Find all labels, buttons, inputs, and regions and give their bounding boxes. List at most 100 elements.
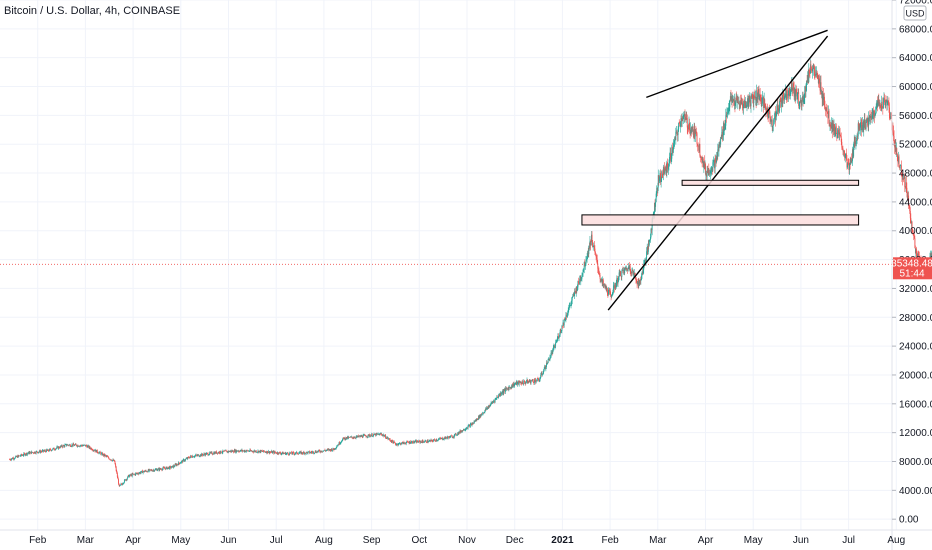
candle-body bbox=[760, 96, 762, 98]
candle-body bbox=[226, 451, 228, 453]
candle-body bbox=[127, 476, 129, 479]
price-axis[interactable]: 72000.0068000.0064000.0060000.0056000.00… bbox=[892, 0, 932, 526]
candle-body bbox=[775, 111, 777, 120]
candle-body bbox=[481, 413, 483, 415]
candle-body bbox=[130, 474, 132, 476]
candle-body bbox=[564, 319, 566, 321]
candle-body bbox=[288, 453, 289, 455]
candle-body bbox=[454, 433, 456, 435]
candle-body bbox=[515, 383, 517, 384]
candle-body bbox=[689, 122, 691, 131]
candle-body bbox=[488, 405, 490, 408]
candle-body bbox=[121, 483, 122, 485]
candle-body bbox=[740, 101, 742, 104]
candle-body bbox=[167, 467, 169, 468]
candle-body bbox=[438, 439, 439, 441]
candle-body bbox=[168, 467, 170, 469]
candle-body bbox=[337, 444, 339, 446]
candle-body bbox=[357, 435, 359, 437]
candle-body bbox=[420, 441, 422, 443]
candle-body bbox=[255, 450, 257, 453]
candle-body bbox=[176, 464, 178, 465]
candle-body bbox=[739, 103, 740, 109]
candle-body bbox=[160, 469, 162, 470]
candle-body bbox=[448, 437, 450, 439]
candle-body bbox=[521, 383, 522, 385]
candle-body bbox=[136, 473, 138, 474]
candle-body bbox=[718, 146, 720, 152]
candle-body bbox=[401, 442, 403, 443]
candle-body bbox=[551, 352, 553, 354]
candle-body bbox=[473, 422, 475, 424]
candle-body bbox=[423, 442, 425, 443]
candle-body bbox=[181, 460, 183, 462]
candle-body bbox=[77, 445, 79, 447]
y-tick-label: 20000.00 bbox=[899, 370, 932, 381]
candle-body bbox=[540, 373, 542, 375]
candle-body bbox=[505, 388, 507, 389]
candle-body bbox=[62, 445, 64, 448]
support-zone-rect[interactable] bbox=[681, 179, 860, 186]
candle-body bbox=[915, 248, 917, 254]
candle-body bbox=[406, 441, 408, 443]
trend-line[interactable] bbox=[607, 35, 829, 311]
candle-body bbox=[458, 431, 460, 435]
candle-body bbox=[93, 450, 95, 451]
candle-body bbox=[699, 155, 701, 158]
candle-body bbox=[600, 278, 602, 282]
candle-body bbox=[912, 228, 914, 232]
candle-body bbox=[304, 453, 306, 454]
drawings[interactable] bbox=[581, 29, 860, 311]
trend-line[interactable] bbox=[646, 29, 828, 99]
candle-body bbox=[551, 352, 553, 354]
candle-body bbox=[590, 241, 592, 246]
candle-body bbox=[388, 438, 390, 440]
candle-body bbox=[14, 456, 16, 459]
currency-badge[interactable] bbox=[903, 5, 927, 21]
candle-body bbox=[724, 129, 726, 131]
time-axis[interactable]: Feb Mar Apr May Jun Jul Aug Sep Oct Nov Dec 2021 Feb… bbox=[29, 535, 905, 546]
candle-body bbox=[49, 449, 51, 450]
candle-body bbox=[753, 95, 755, 97]
candle-body bbox=[244, 450, 246, 452]
candle-body bbox=[484, 408, 486, 411]
candle-body bbox=[696, 133, 698, 144]
candle-body bbox=[620, 276, 622, 277]
candle-body bbox=[657, 187, 659, 191]
candle-body bbox=[737, 101, 739, 103]
candle-body bbox=[471, 423, 473, 425]
candle-body bbox=[350, 436, 352, 438]
candle-body bbox=[338, 442, 340, 445]
candle-body bbox=[560, 330, 562, 332]
candle-body bbox=[116, 470, 118, 473]
candle-body bbox=[134, 474, 136, 475]
candle-body bbox=[44, 450, 46, 452]
candle-body bbox=[794, 92, 796, 97]
candle-body bbox=[633, 272, 635, 274]
candle-body bbox=[94, 450, 96, 452]
candle-body bbox=[755, 97, 757, 101]
candle-body bbox=[324, 450, 326, 451]
candle-body bbox=[98, 452, 100, 454]
candle-body bbox=[96, 450, 98, 453]
candle-body bbox=[474, 420, 476, 422]
candle-body bbox=[27, 452, 29, 454]
candle-body bbox=[376, 433, 378, 435]
support-zone-rect[interactable] bbox=[581, 214, 860, 226]
candle-body bbox=[450, 435, 452, 437]
x-tick-label: 2021 bbox=[551, 535, 574, 546]
candle-body bbox=[410, 441, 412, 443]
candle-body bbox=[748, 98, 750, 107]
candle-body bbox=[428, 440, 430, 442]
candle-body bbox=[495, 398, 497, 399]
x-tick-label: Dec bbox=[506, 535, 524, 546]
candle-body bbox=[365, 435, 367, 437]
candle-body bbox=[558, 336, 559, 339]
candle-body bbox=[597, 268, 599, 271]
candle-body bbox=[529, 379, 531, 384]
candle-body bbox=[906, 187, 908, 193]
candle-body bbox=[727, 108, 729, 113]
candle-body bbox=[43, 450, 45, 452]
candle-body bbox=[484, 410, 486, 413]
